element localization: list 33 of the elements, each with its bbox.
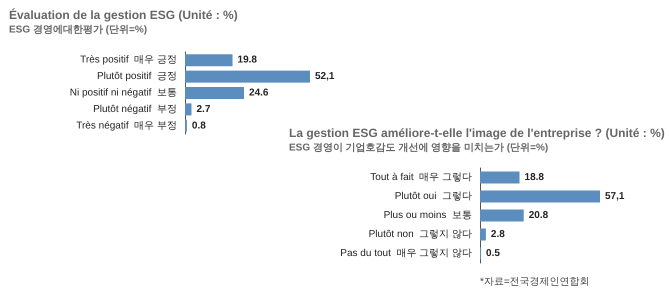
data-label: 0.8: [192, 120, 206, 132]
y-tick-label: Tout à fait 매우 그렇다: [370, 172, 472, 183]
y-tick-label: Plutôt positif 긍정: [96, 71, 177, 82]
chart-title: Évaluation de la gestion ESG (Unité : %): [9, 8, 238, 22]
bar: [480, 228, 486, 240]
bar: [480, 172, 520, 184]
data-label: 20.8: [528, 210, 549, 221]
bar: [185, 103, 192, 116]
text: ESG 경영에대한평가 (단위=%): [9, 24, 148, 36]
text: *자료=전국경제인연합회: [480, 276, 590, 288]
y-tick-label: Très négatif 매우 부정: [76, 120, 177, 132]
y-tick-label: Plutôt oui 그렇다: [394, 191, 472, 202]
data-label: 24.6: [249, 88, 269, 98]
y-tick-label: Plus ou moins 보통: [384, 210, 472, 221]
data-label: 19.8: [238, 54, 258, 66]
data-label: 2.7: [196, 104, 211, 115]
data-label: 2.8: [490, 229, 506, 240]
y-tick-label: Plutôt négatif 부정: [93, 104, 177, 115]
data-label: 18.8: [524, 172, 544, 183]
bar: [480, 210, 524, 222]
data-label: 0.5: [486, 248, 500, 259]
chart-subtitle: ESG 경영이 기업호감도 개선에 영향을 미치는가 (단위=%): [289, 142, 548, 154]
data-label: 52,1: [315, 71, 335, 82]
y-tick-label: Pas du tout 매우 그렇지 않다: [340, 248, 472, 259]
bar: [480, 190, 600, 202]
chart-title: La gestion ESG améliore-t-elle l'image de l'entreprise ? (Unité : %): [289, 126, 665, 140]
bar: [185, 70, 310, 83]
y-tick-label: Ni positif ni négatif 보통: [70, 88, 177, 98]
data-label: 57,1: [605, 191, 625, 202]
bar: [185, 87, 244, 99]
y-tick-label: Très positif 매우 긍정: [80, 54, 177, 66]
y-tick-label: Plutôt non 그렇지 않다: [368, 229, 472, 240]
bar: [185, 54, 233, 66]
